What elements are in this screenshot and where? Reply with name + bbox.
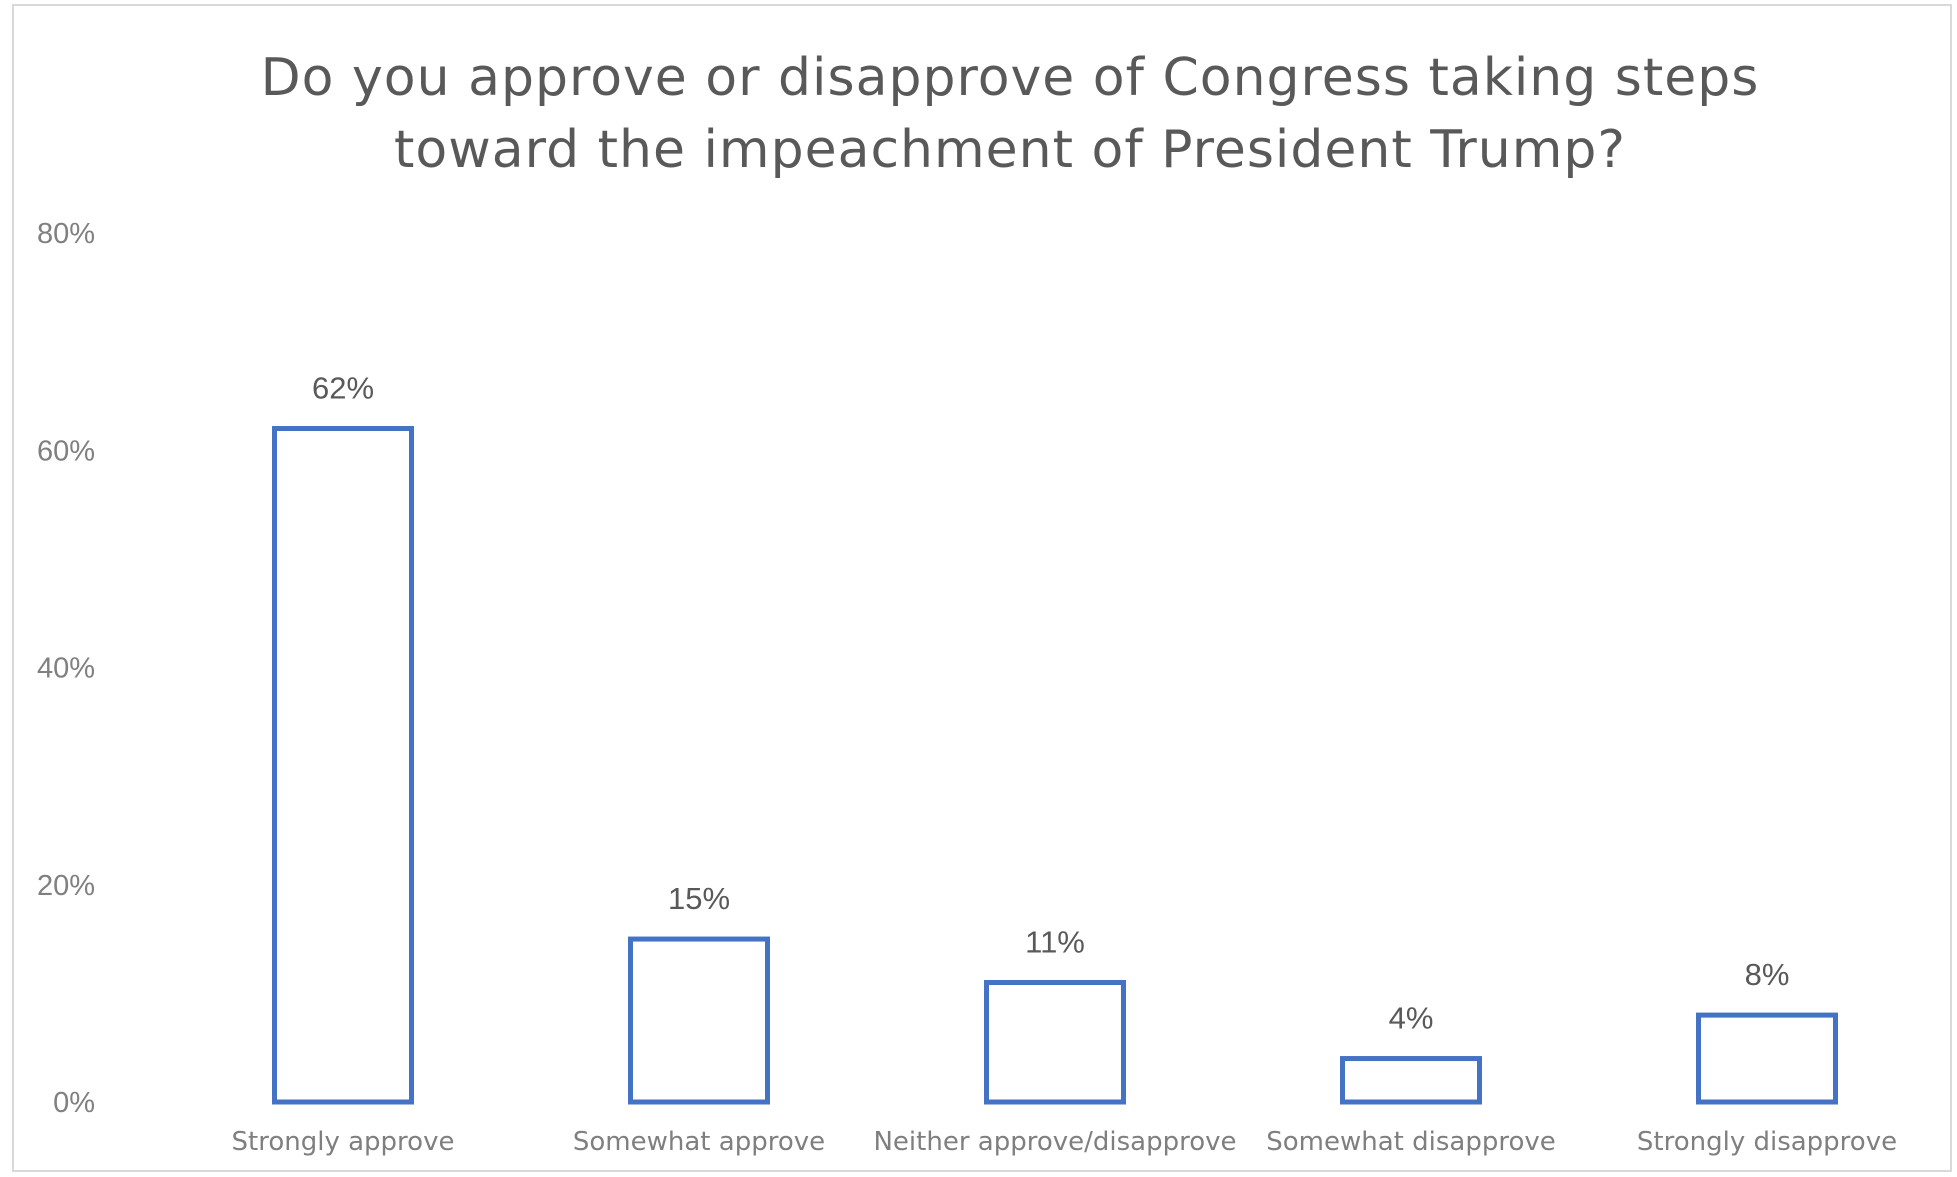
bar bbox=[984, 980, 1126, 1105]
category-label: Neither approve/disapprove bbox=[873, 1127, 1236, 1157]
data-label: 15% bbox=[668, 881, 730, 916]
data-label: 4% bbox=[1389, 1001, 1434, 1036]
y-tick-label: 80% bbox=[37, 218, 95, 250]
category-label: Strongly disapprove bbox=[1637, 1127, 1897, 1157]
category-label: Strongly approve bbox=[232, 1127, 455, 1157]
data-label: 62% bbox=[312, 371, 374, 406]
bar bbox=[1340, 1056, 1482, 1105]
x-axis: Strongly approve Somewhat approve Neither … bbox=[232, 1127, 1898, 1157]
category-label: Somewhat disapprove bbox=[1266, 1127, 1556, 1157]
category-label: Somewhat approve bbox=[573, 1127, 825, 1157]
bar bbox=[1696, 1012, 1838, 1105]
y-tick-label: 0% bbox=[53, 1087, 95, 1119]
bars-group bbox=[272, 426, 1838, 1105]
data-label: 11% bbox=[1025, 925, 1085, 960]
y-tick-label: 40% bbox=[37, 653, 95, 685]
y-tick-label: 20% bbox=[37, 870, 95, 902]
y-tick-label: 60% bbox=[37, 435, 95, 467]
chart-title-line-2: toward the impeachment of President Trum… bbox=[394, 120, 1626, 180]
chart-title-line-1: Do you approve or disapprove of Congress… bbox=[260, 48, 1760, 108]
data-labels-group: 62% 15% 11% 4% 8% bbox=[312, 371, 1789, 1036]
chart-title: Do you approve or disapprove of Congress… bbox=[200, 42, 1820, 186]
bar bbox=[272, 426, 414, 1105]
data-label: 8% bbox=[1745, 957, 1790, 992]
y-axis: 0% 20% 40% 60% 80% bbox=[37, 218, 95, 1119]
bar bbox=[628, 936, 770, 1105]
